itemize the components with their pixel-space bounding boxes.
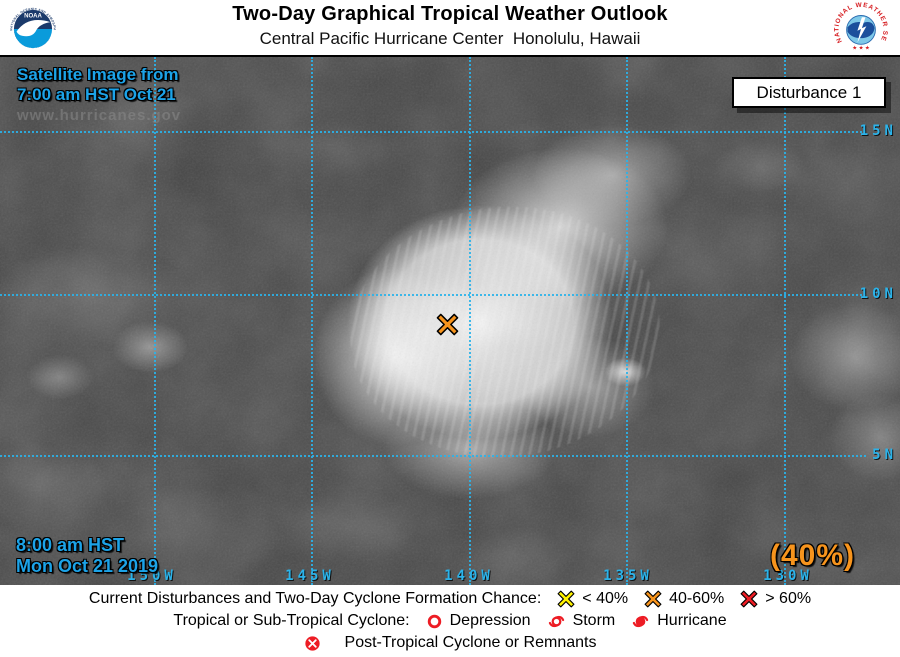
legend-item-depression: Depression [426,612,531,630]
storm-icon [547,612,566,631]
meridian-145w [311,57,313,585]
legend-row2-label: Tropical or Sub-Tropical Cyclone: [173,612,410,629]
meridian-150w [154,57,156,585]
page-title: Two-Day Graphical Tropical Weather Outlo… [232,3,668,25]
meridian-140w [469,57,471,585]
legend-item-post-tropical: Post-Tropical Cyclone or Remnants [304,634,596,652]
svg-text:★ ★ ★: ★ ★ ★ [852,46,870,52]
meridian-130w [784,57,786,585]
satellite-caption: Satellite Image from 7:00 am HST Oct 21 [17,65,179,104]
nws-logo-icon: NATIONAL WEATHER SERVICE ★ ★ ★ [834,2,888,56]
legend-item-lt40: < 40% [557,590,628,608]
legend-row-cyclones: Tropical or Sub-Tropical Cyclone: Depres… [0,610,900,632]
hurricane-icon [631,612,650,631]
x-marker-orange-icon [644,590,662,608]
disturbance-x-icon [436,313,459,336]
parallel-10n [0,294,866,296]
disturbance-label-box: Disturbance 1 [732,77,886,108]
legend-item-gt60: > 60% [740,590,811,608]
legend-row-disturbances: Current Disturbances and Two-Day Cyclone… [0,588,900,610]
legend-item-hurricane: Hurricane [631,612,727,631]
x-marker-yellow-icon [557,590,575,608]
parallel-5n [0,455,866,457]
lat-label-15n: 15N [859,123,897,139]
lon-label-130w: 130W [763,568,813,584]
meridian-135w [626,57,628,585]
image-timestamp: 8:00 am HST Mon Oct 21 2019 [16,535,159,576]
lon-label-140w: 140W [444,568,494,584]
lat-label-5n: 5N [872,447,897,463]
parallel-15n [0,131,866,133]
depression-icon [426,613,443,630]
formation-chance-label: (40%) [770,539,856,572]
lon-label-135w: 135W [603,568,653,584]
satellite-map: 15N 10N 5N 150W 145W 140W 135W 130W Sate… [0,57,900,585]
legend-item-40-60: 40-60% [644,590,724,608]
lat-label-10n: 10N [859,286,897,302]
x-marker-red-icon [740,590,758,608]
svg-text:NOAA: NOAA [24,14,42,20]
page-subtitle: Central Pacific Hurricane Center Honolul… [259,29,641,48]
lon-label-150w: 150W [127,568,177,584]
legend-row1-label: Current Disturbances and Two-Day Cyclone… [88,590,542,607]
noaa-logo-icon: NATIONAL OCEANIC AND ATMOSPHERIC ADMIN U… [7,3,59,55]
legend: Current Disturbances and Two-Day Cyclone… [0,585,900,657]
watermark: www.hurricanes.gov [17,107,182,124]
lon-label-145w: 145W [285,568,335,584]
post-tropical-icon [304,635,321,652]
header: NATIONAL OCEANIC AND ATMOSPHERIC ADMIN U… [0,0,900,57]
legend-item-storm: Storm [547,612,615,631]
legend-row-post-tropical: Post-Tropical Cyclone or Remnants [0,632,900,654]
